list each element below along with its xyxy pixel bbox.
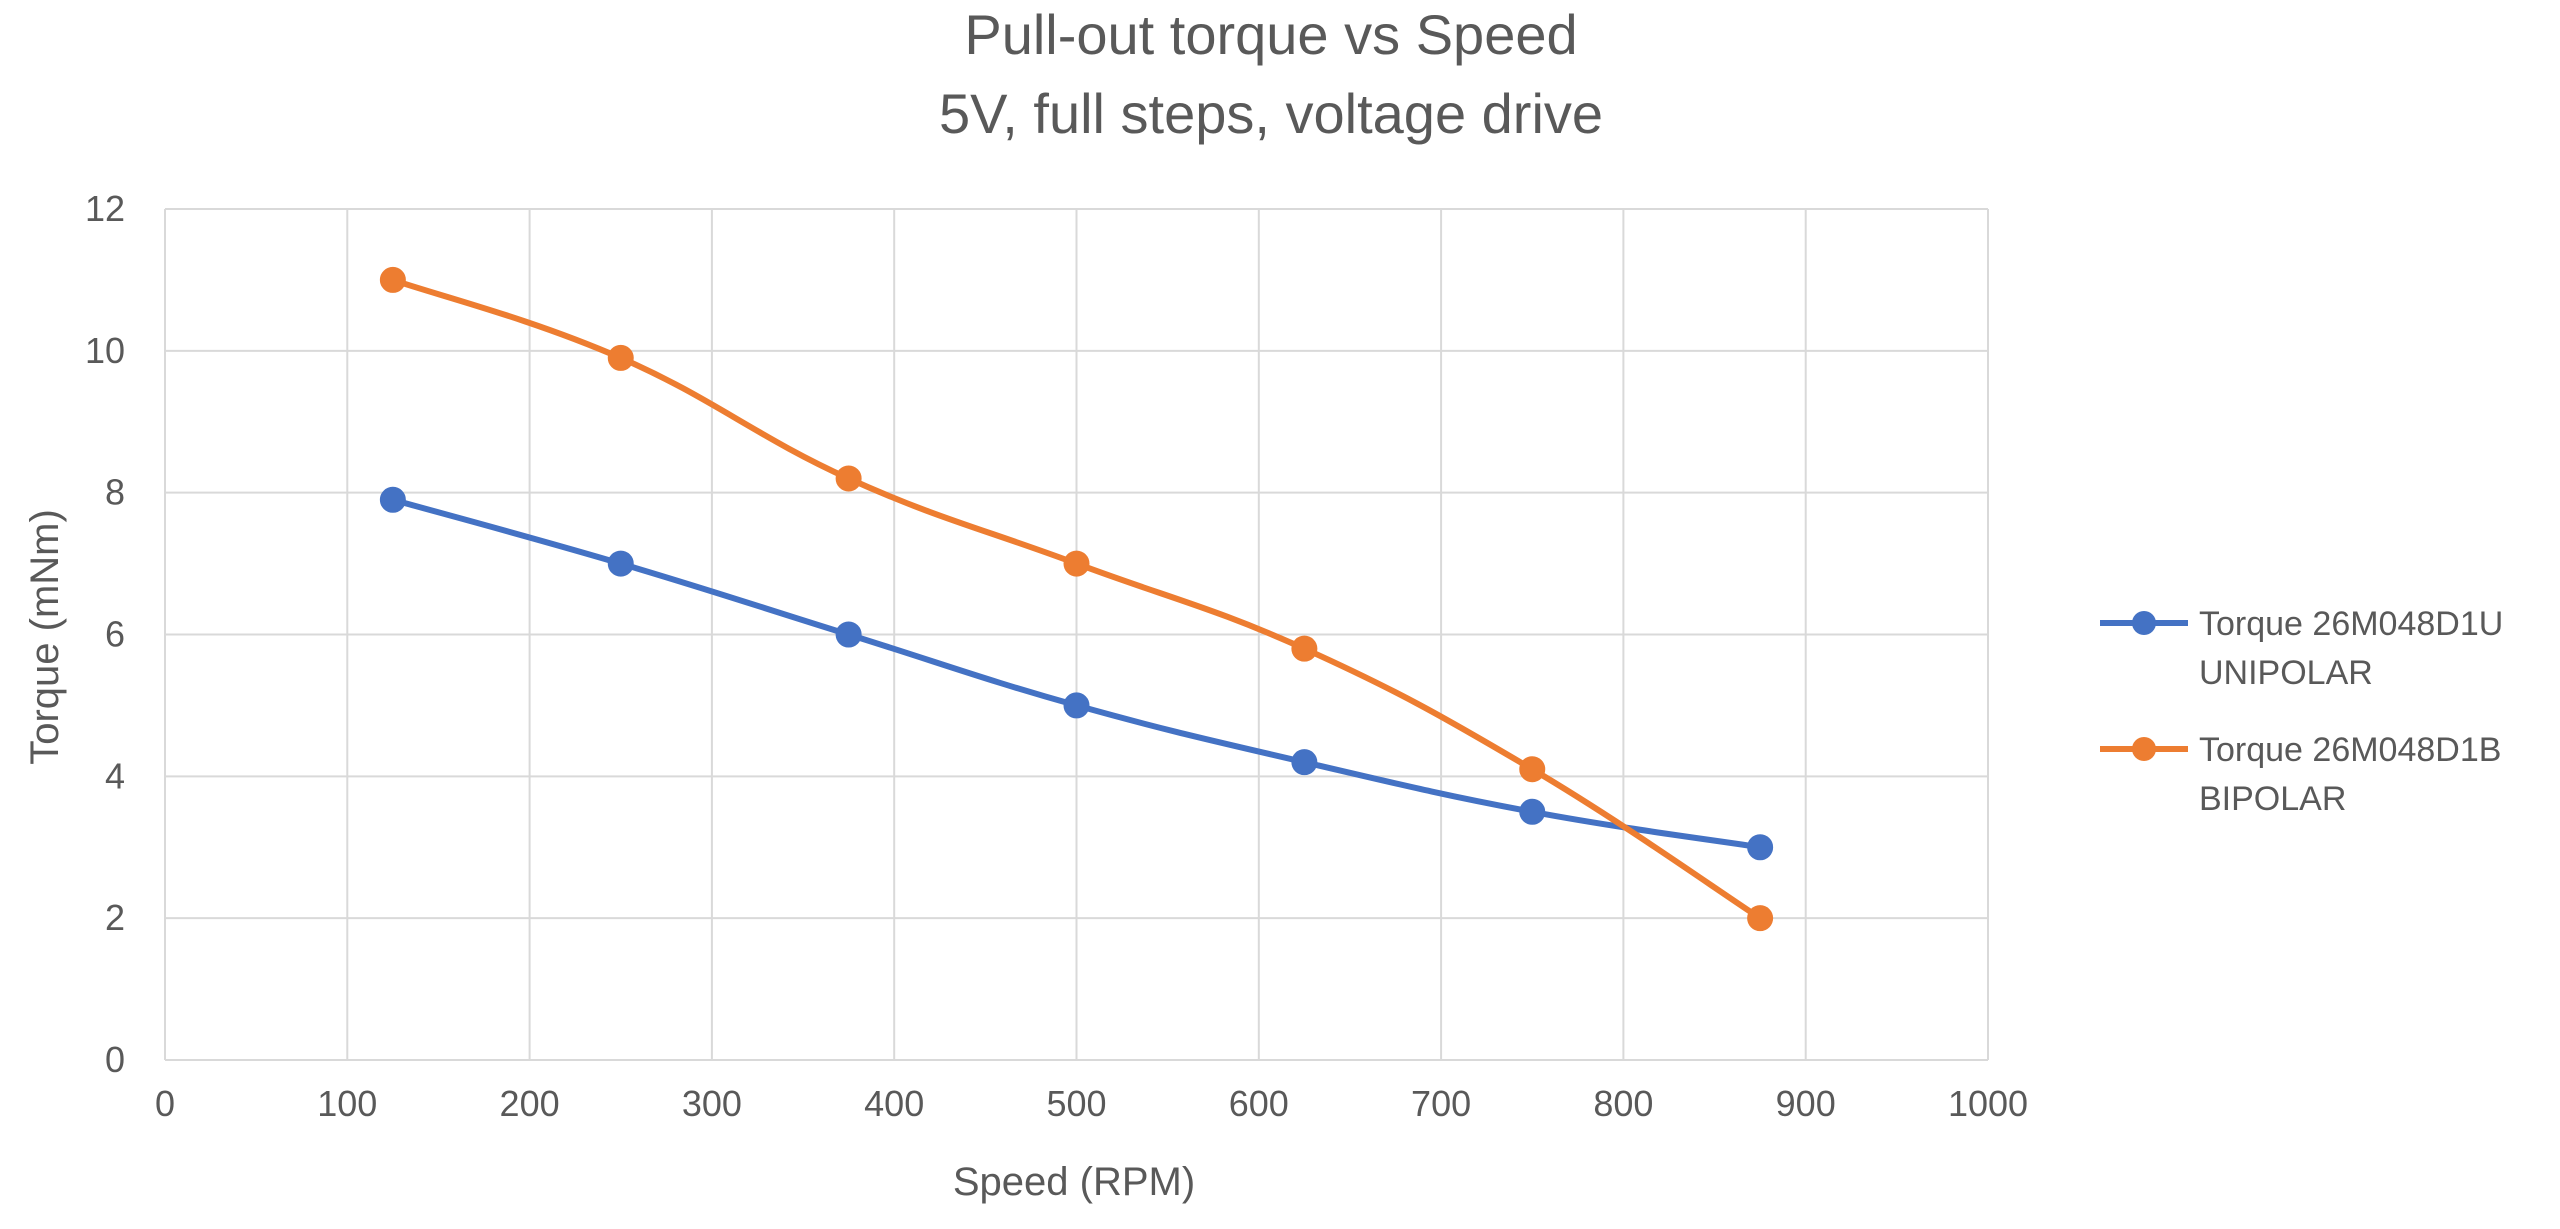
- y-tick-label: 6: [105, 614, 125, 655]
- legend: Torque 26M048D1U UNIPOLAR Torque 26M048D1B…: [2100, 605, 2503, 818]
- y-tick-label: 12: [85, 188, 125, 229]
- legend-entry-1: Torque 26M048D1U UNIPOLAR: [2100, 605, 2503, 692]
- legend-label: Torque 26M048D1U: [2199, 605, 2503, 643]
- x-tick-label: 300: [682, 1083, 742, 1124]
- gridlines: [164, 208, 1989, 1061]
- y-tick-label: 2: [105, 897, 125, 938]
- data-point: [1063, 692, 1090, 719]
- data-point: [379, 486, 406, 513]
- data-point: [1291, 635, 1318, 662]
- data-point: [1519, 756, 1546, 783]
- data-point: [607, 550, 634, 577]
- legend-marker: [2132, 737, 2156, 761]
- legend-marker: [2132, 611, 2156, 635]
- x-tick-label: 400: [864, 1083, 924, 1124]
- x-tick-label: 1000: [1948, 1083, 2028, 1124]
- data-point: [835, 465, 862, 492]
- y-tick-label: 4: [105, 755, 125, 796]
- x-axis-title: Speed (RPM): [953, 1160, 1195, 1204]
- data-point: [607, 344, 634, 371]
- x-tick-label: 700: [1411, 1083, 1471, 1124]
- x-tick-label: 500: [1046, 1083, 1106, 1124]
- data-point: [1747, 905, 1774, 932]
- series-2: [379, 266, 1774, 932]
- y-tick-label: 10: [85, 330, 125, 371]
- x-tick-label: 100: [317, 1083, 377, 1124]
- chart-title-line-1: Pull-out torque vs Speed: [964, 3, 1577, 66]
- data-point: [1747, 834, 1774, 861]
- legend-label: BIPOLAR: [2199, 780, 2346, 818]
- legend-entry-2: Torque 26M048D1B BIPOLAR: [2100, 731, 2501, 818]
- legend-label: UNIPOLAR: [2199, 654, 2373, 692]
- data-point: [379, 266, 406, 293]
- y-axis-title: Torque (mNm): [23, 509, 67, 765]
- chart-title-line-2: 5V, full steps, voltage drive: [939, 82, 1603, 145]
- plot-area: [379, 266, 1774, 932]
- data-point: [1063, 550, 1090, 577]
- y-tick-label: 0: [105, 1039, 125, 1080]
- axes: 0 100 200 300 400 500 600 700 800 900 1000 0 2 4 6 8 10 1…: [85, 188, 2028, 1124]
- data-point: [1291, 749, 1318, 776]
- data-point: [835, 621, 862, 648]
- x-tick-label: 200: [500, 1083, 560, 1124]
- legend-label: Torque 26M048D1B: [2199, 731, 2501, 769]
- x-tick-label: 0: [155, 1083, 175, 1124]
- x-tick-label: 600: [1229, 1083, 1289, 1124]
- y-tick-label: 8: [105, 472, 125, 513]
- x-tick-label: 900: [1776, 1083, 1836, 1124]
- data-point: [1519, 798, 1546, 825]
- x-tick-label: 800: [1593, 1083, 1653, 1124]
- series-1: [379, 486, 1774, 861]
